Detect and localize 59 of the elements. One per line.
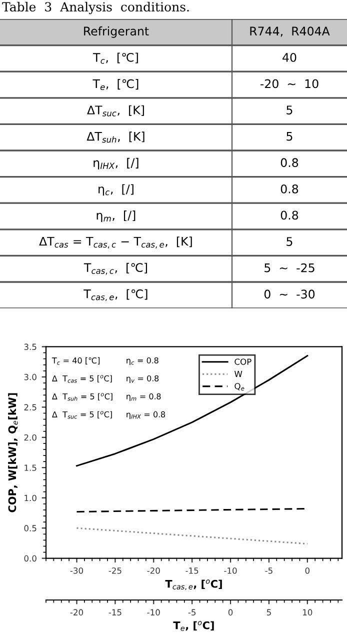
x-tick-label: -15 — [186, 568, 198, 574]
legend-label: Q$_{e}$ — [234, 382, 244, 391]
y-tick-label: 3.5 — [24, 344, 36, 350]
text: 5 — [286, 106, 292, 114]
x-tick-label: -30 — [70, 567, 84, 574]
text: 0.8 — [280, 210, 298, 220]
text: T$_{c}$, [℃] — [93, 52, 138, 64]
text: 5 — [286, 237, 292, 246]
text: ΔT$_{suh}$, [K] — [86, 132, 144, 143]
x2-tick-label: -10 — [147, 609, 160, 616]
y-tick-label: 2.0 — [24, 434, 36, 441]
y-tick-label: 1.5 — [24, 464, 36, 471]
x-axis-title: T$_{cas,e}$, [$^{o}$C] — [165, 580, 222, 590]
x-tick-label: -20 — [147, 567, 160, 574]
legend-label: W — [234, 370, 242, 377]
text: 0.8 — [280, 184, 298, 194]
text: η$_{m}$, [/] — [96, 210, 136, 222]
text: Refrigerant — [84, 26, 149, 38]
text: ΔT$_{suc}$, [K] — [87, 105, 144, 116]
text: Table 3 Analysis conditions. — [2, 2, 189, 14]
annotation: T$_{c}$ = 40 [℃] — [52, 357, 100, 365]
y-tick-label: 3.0 — [24, 374, 36, 380]
text: 0.8 — [280, 158, 298, 168]
text: T$_{cas,e}$, [℃] — [84, 289, 148, 302]
text: 5 — [286, 132, 292, 141]
text: 40 — [282, 52, 296, 62]
text: 0 ~ -30 — [264, 290, 315, 299]
y-tick-label: 0.0 — [24, 555, 36, 562]
x-tick-label: -10 — [224, 567, 237, 574]
x2-tick-label: 0 — [228, 609, 233, 616]
annotation: η$_{c}$ = 0.8 — [126, 357, 158, 365]
annotation: Δ T$_{cas}$ = 5 [$^{o}$C] — [52, 375, 112, 383]
y-tick-label: 0.5 — [24, 525, 36, 532]
annotation: η$_{v}$ = 0.8 — [126, 375, 159, 383]
annotation: Δ T$_{suc}$ = 5 [$^{o}$C] — [52, 411, 112, 419]
x-tick-label: -25 — [108, 567, 122, 574]
x2-tick-label: 5 — [266, 609, 271, 616]
x2-tick-label: -15 — [108, 609, 122, 616]
text: η$_{IHX}$, [/] — [94, 158, 138, 170]
annotation: η$_{IHX}$ = 0.8 — [126, 411, 166, 419]
y-tick-label: 2.5 — [24, 404, 36, 410]
text: R744, R404A — [250, 26, 330, 37]
text: T$_{cas,c}$, [℃] — [84, 262, 147, 275]
annotation: Δ T$_{suh}$ = 5 [$^{o}$C] — [52, 393, 112, 401]
x2-axis-title: T$_{e}$, [$^{o}$C] — [173, 621, 214, 631]
x-tick-label: 0 — [305, 567, 310, 574]
text: -20 ~ 10 — [260, 79, 318, 88]
y-axis-title: COP, W[kW], Q$_{e}$[kW] — [8, 393, 18, 512]
text: T$_{e}$, [℃] — [92, 79, 138, 90]
x-tick-label: -5 — [265, 568, 272, 574]
x2-tick-label: -20 — [70, 609, 84, 616]
text: ΔT$_{cas}$ = T$_{cas,c}$ − T$_{cas,e}$, [K] — [39, 236, 192, 248]
y-tick-label: 1.0 — [24, 494, 36, 502]
annotation: η$_{m}$ = 0.8 — [126, 393, 161, 401]
x2-tick-label: -5 — [188, 609, 196, 616]
text: η$_{c}$, [/] — [98, 184, 134, 196]
x2-tick-label: 10 — [303, 609, 312, 616]
text: 5 ~ -25 — [264, 263, 314, 272]
legend-label: COP — [234, 358, 252, 365]
